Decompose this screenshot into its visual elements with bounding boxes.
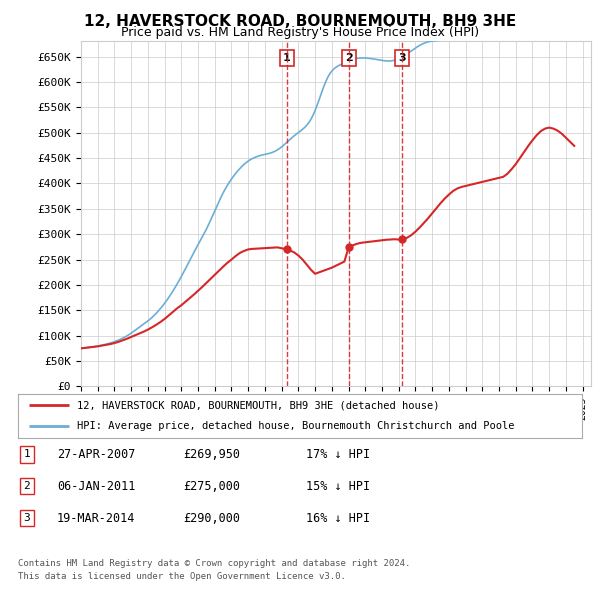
Text: 12, HAVERSTOCK ROAD, BOURNEMOUTH, BH9 3HE: 12, HAVERSTOCK ROAD, BOURNEMOUTH, BH9 3H…	[84, 14, 516, 28]
Text: 27-APR-2007: 27-APR-2007	[57, 448, 136, 461]
Text: 12, HAVERSTOCK ROAD, BOURNEMOUTH, BH9 3HE (detached house): 12, HAVERSTOCK ROAD, BOURNEMOUTH, BH9 3H…	[77, 400, 440, 410]
Text: £275,000: £275,000	[183, 480, 240, 493]
Text: £269,950: £269,950	[183, 448, 240, 461]
Text: 3: 3	[23, 513, 31, 523]
Text: 19-MAR-2014: 19-MAR-2014	[57, 512, 136, 525]
Text: 2: 2	[23, 481, 31, 491]
Text: 3: 3	[398, 53, 406, 63]
Text: This data is licensed under the Open Government Licence v3.0.: This data is licensed under the Open Gov…	[18, 572, 346, 581]
Text: 1: 1	[23, 450, 31, 459]
Text: 1: 1	[283, 53, 291, 63]
Text: 2: 2	[345, 53, 353, 63]
Text: HPI: Average price, detached house, Bournemouth Christchurch and Poole: HPI: Average price, detached house, Bour…	[77, 421, 515, 431]
Text: Contains HM Land Registry data © Crown copyright and database right 2024.: Contains HM Land Registry data © Crown c…	[18, 559, 410, 568]
Text: 17% ↓ HPI: 17% ↓ HPI	[306, 448, 370, 461]
Text: 16% ↓ HPI: 16% ↓ HPI	[306, 512, 370, 525]
Text: 06-JAN-2011: 06-JAN-2011	[57, 480, 136, 493]
Text: £290,000: £290,000	[183, 512, 240, 525]
Text: Price paid vs. HM Land Registry's House Price Index (HPI): Price paid vs. HM Land Registry's House …	[121, 26, 479, 39]
Text: 15% ↓ HPI: 15% ↓ HPI	[306, 480, 370, 493]
